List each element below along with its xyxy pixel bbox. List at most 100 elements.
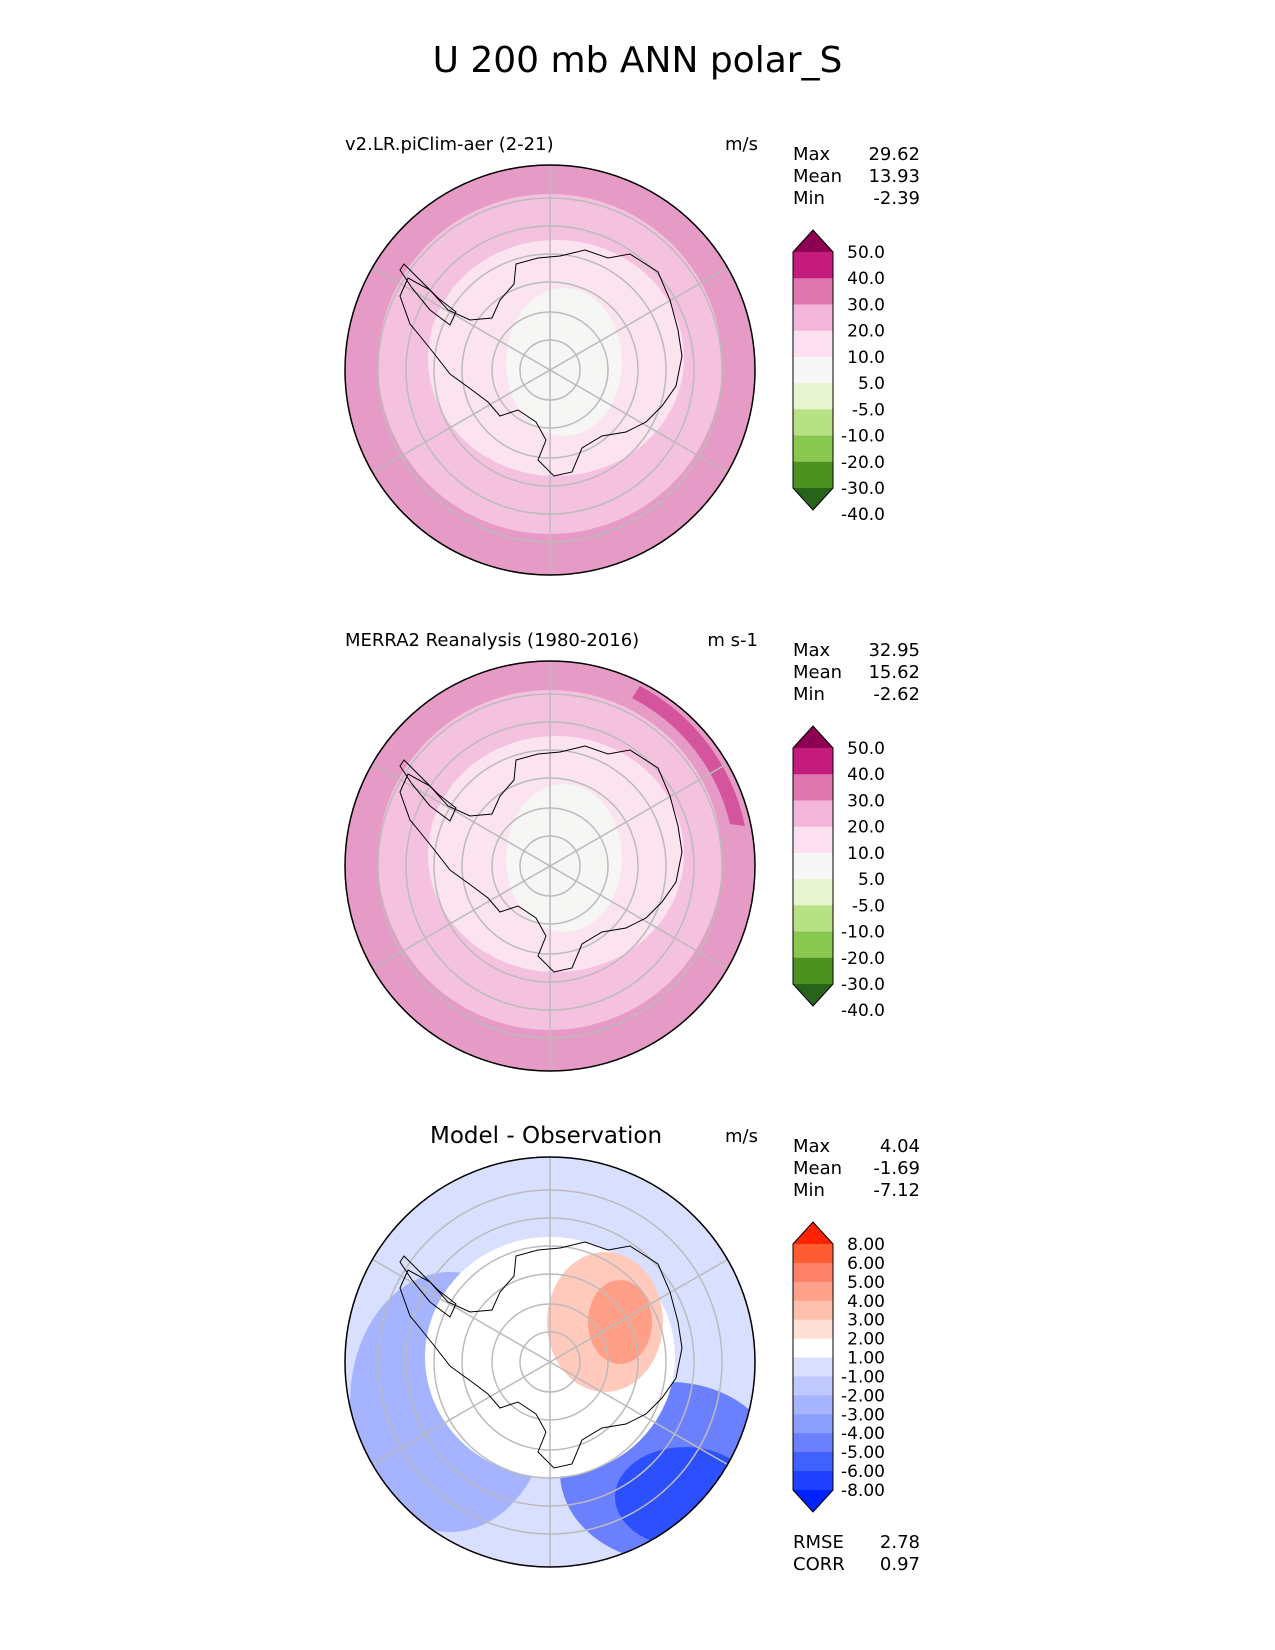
colorbar-tick-label: -40.0 bbox=[841, 1001, 885, 1016]
colorbar-tick-label: 20.0 bbox=[847, 322, 885, 342]
panel-3-rmse-label: RMSE bbox=[793, 1532, 844, 1553]
panel-1-colorbar: 50.0 40.0 30.0 20.0 10.0 5.0 -5.0 -10.0 -20.0 -30… bbox=[792, 229, 885, 520]
colorbar-tick-label: 8.00 bbox=[847, 1235, 885, 1255]
colorbar-segment bbox=[793, 1471, 833, 1491]
colorbar-segment bbox=[793, 1300, 833, 1321]
colorbar-segment bbox=[793, 1452, 833, 1472]
panel-2-units: m s-1 bbox=[707, 630, 758, 651]
colorbar-tick-label: 10.0 bbox=[847, 348, 885, 368]
colorbar-tick-label: -20.0 bbox=[841, 949, 885, 969]
colorbar-tick-label: -30.0 bbox=[841, 975, 885, 995]
antarctic-peninsula-coastline bbox=[399, 759, 457, 822]
colorbar-segment bbox=[793, 383, 833, 410]
panel-3-units: m/s bbox=[725, 1126, 758, 1147]
colorbar-tick-label: 50.0 bbox=[847, 739, 885, 759]
colorbar-segment bbox=[793, 774, 833, 801]
colorbar-tick-label: -1.00 bbox=[841, 1367, 885, 1387]
colorbar-tick-label: -10.0 bbox=[841, 923, 885, 943]
panel-1-stat-mean-value: 13.93 bbox=[868, 166, 920, 187]
colorbar-segment bbox=[793, 748, 833, 775]
colorbar-extend-top bbox=[793, 230, 833, 252]
colorbar-segment bbox=[793, 931, 833, 959]
graticule bbox=[372, 661, 728, 1071]
colorbar-tick-label: 30.0 bbox=[847, 295, 885, 315]
colorbar-tick-label: 3.00 bbox=[847, 1311, 885, 1331]
colorbar-outline bbox=[792, 229, 834, 511]
panel-1-units: m/s bbox=[725, 134, 758, 155]
colorbar-extend-bottom bbox=[793, 488, 833, 510]
colorbar-segment bbox=[793, 826, 833, 854]
panel-3-corr-value: 0.97 bbox=[879, 1554, 920, 1575]
panel-3-map bbox=[344, 1156, 756, 1568]
field-band-max bbox=[632, 686, 745, 826]
colorbar-segment bbox=[793, 330, 833, 358]
colorbar-extend-top bbox=[793, 726, 833, 748]
panel-1-stat-max-value: 29.62 bbox=[868, 144, 920, 165]
panel-3-rmse-value: 2.78 bbox=[879, 1532, 920, 1553]
colorbar-tick-label: 4.00 bbox=[847, 1292, 885, 1312]
colorbar-segment bbox=[793, 278, 833, 305]
panel-3-stat-mean-value: -1.69 bbox=[873, 1158, 920, 1179]
colorbar-tick-label: 5.0 bbox=[858, 374, 885, 394]
panel-3-stat-mean-label: Mean bbox=[793, 1158, 843, 1179]
colorbar-segment bbox=[793, 252, 833, 279]
panel-3-title: Model - Observation bbox=[430, 1123, 663, 1149]
panel-1-stat-mean-label: Mean bbox=[793, 166, 843, 187]
panel-2-title: MERRA2 Reanalysis (1980-2016) bbox=[345, 630, 640, 651]
colorbar-segment bbox=[793, 905, 833, 933]
colorbar-tick-label: -5.0 bbox=[852, 400, 885, 420]
panel-1-stat-min-value: -2.39 bbox=[873, 188, 920, 209]
panel-3-stat-min-label: Min bbox=[793, 1180, 825, 1201]
colorbar-segment bbox=[793, 1319, 833, 1340]
colorbar-segment bbox=[793, 435, 833, 463]
panel-2-stat-max-value: 32.95 bbox=[868, 640, 920, 661]
figure-title: U 200 mb ANN polar_S bbox=[432, 40, 843, 81]
colorbar-tick-label: 20.0 bbox=[847, 818, 885, 838]
colorbar-extend-bottom bbox=[793, 984, 833, 1006]
colorbar-tick-label: -2.00 bbox=[841, 1386, 885, 1406]
colorbar-tick-label: 40.0 bbox=[847, 269, 885, 289]
panel-2-map bbox=[344, 660, 756, 1072]
panel-3-corr-label: CORR bbox=[793, 1554, 845, 1575]
colorbar-tick-label: 2.00 bbox=[847, 1330, 885, 1350]
colorbar-tick-label: -20.0 bbox=[841, 453, 885, 473]
colorbar-tick-label: 5.0 bbox=[858, 870, 885, 890]
colorbar-segment bbox=[793, 1395, 833, 1415]
colorbar-segment bbox=[793, 1244, 833, 1264]
colorbar-segment bbox=[793, 1262, 833, 1283]
panel-1-stat-max-label: Max bbox=[793, 144, 831, 165]
colorbar-outline bbox=[792, 725, 834, 1007]
panel-2-stat-mean-label: Mean bbox=[793, 662, 843, 683]
colorbar-tick-label: -10.0 bbox=[841, 427, 885, 447]
panel-3-stat-max-value: 4.04 bbox=[879, 1136, 920, 1157]
colorbar-segment bbox=[793, 1281, 833, 1302]
colorbar-tick-label: 6.00 bbox=[847, 1254, 885, 1274]
colorbar-segment bbox=[793, 1433, 833, 1453]
panel-1-stat-min-label: Min bbox=[793, 188, 825, 209]
colorbar-segment bbox=[793, 1357, 833, 1377]
map-boundary bbox=[344, 1156, 756, 1568]
antarctica-coastline bbox=[399, 745, 683, 973]
antarctica-coastline bbox=[399, 249, 683, 477]
colorbar-segment bbox=[793, 409, 833, 437]
colorbar-segment bbox=[793, 957, 833, 985]
colorbar-extend-top bbox=[793, 1222, 833, 1244]
panel-2-colorbar: 50.0 40.0 30.0 20.0 10.0 5.0 -5.0 -10.0 -20.0 -30… bbox=[792, 725, 885, 1016]
colorbar-tick-label: -8.00 bbox=[841, 1481, 885, 1501]
colorbar-tick-label: 40.0 bbox=[847, 765, 885, 785]
colorbar-tick-label: 50.0 bbox=[847, 243, 885, 263]
antarctica-coastline bbox=[399, 1241, 683, 1469]
colorbar-tick-label: -5.0 bbox=[852, 896, 885, 916]
colorbar-segment bbox=[793, 800, 833, 828]
colorbar-tick-label: -40.0 bbox=[841, 505, 885, 520]
colorbar-segment bbox=[793, 852, 833, 880]
colorbar-tick-label: 30.0 bbox=[847, 791, 885, 811]
antarctic-peninsula-coastline bbox=[399, 263, 457, 326]
panel-3-colorbar: 8.006.005.004.003.002.001.00-1.00-2.00-3… bbox=[792, 1221, 885, 1513]
colorbar-tick-label: -3.00 bbox=[841, 1405, 885, 1425]
colorbar-outline bbox=[792, 1221, 834, 1513]
colorbar-tick-label: -6.00 bbox=[841, 1462, 885, 1482]
colorbar-tick-label: 5.00 bbox=[847, 1273, 885, 1293]
colorbar-segment bbox=[793, 356, 833, 384]
colorbar-segment bbox=[793, 879, 833, 906]
